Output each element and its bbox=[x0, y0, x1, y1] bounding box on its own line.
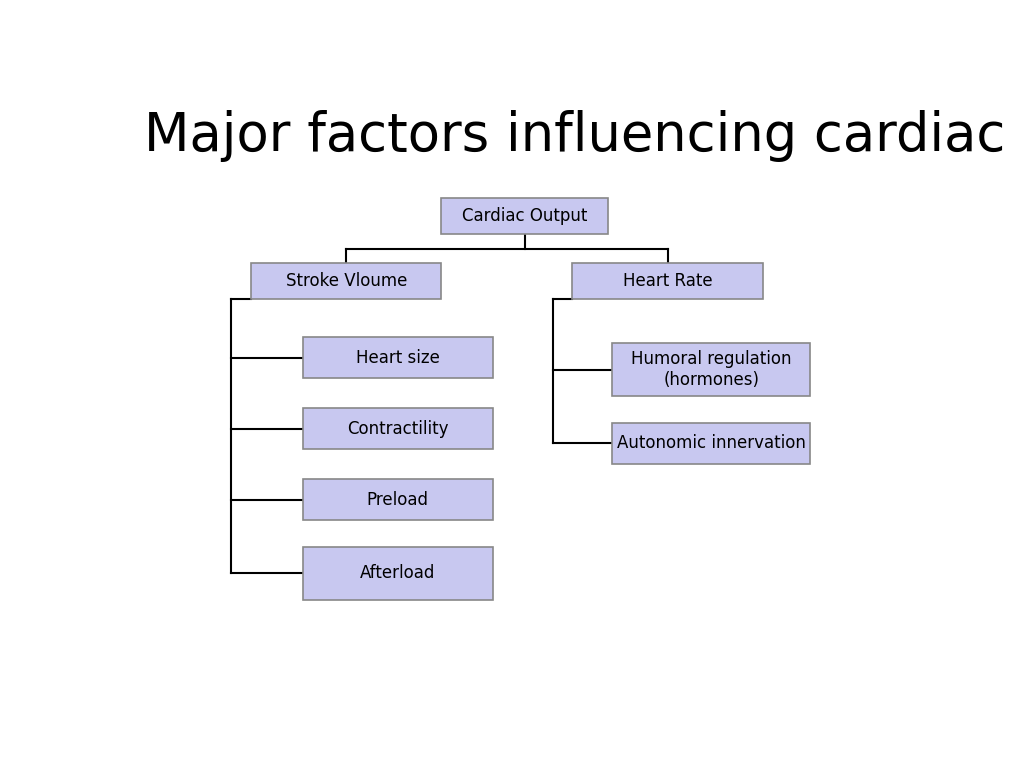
Text: Heart Rate: Heart Rate bbox=[623, 272, 713, 290]
FancyBboxPatch shape bbox=[251, 263, 441, 298]
Text: Preload: Preload bbox=[367, 491, 429, 509]
Text: Major factors influencing cardiac output: Major factors influencing cardiac output bbox=[143, 110, 1024, 162]
FancyBboxPatch shape bbox=[303, 337, 494, 378]
Text: Stroke Vloume: Stroke Vloume bbox=[286, 272, 407, 290]
FancyBboxPatch shape bbox=[572, 263, 763, 298]
FancyBboxPatch shape bbox=[441, 199, 608, 234]
Text: Humoral regulation
(hormones): Humoral regulation (hormones) bbox=[631, 351, 792, 389]
FancyBboxPatch shape bbox=[303, 479, 494, 520]
Text: Autonomic innervation: Autonomic innervation bbox=[616, 434, 806, 453]
FancyBboxPatch shape bbox=[612, 343, 811, 397]
Text: Afterload: Afterload bbox=[360, 565, 435, 582]
FancyBboxPatch shape bbox=[303, 408, 494, 449]
Text: Heart size: Heart size bbox=[356, 349, 439, 367]
FancyBboxPatch shape bbox=[612, 423, 811, 464]
FancyBboxPatch shape bbox=[303, 547, 494, 600]
Text: Contractility: Contractility bbox=[347, 420, 449, 438]
Text: Cardiac Output: Cardiac Output bbox=[462, 207, 588, 225]
